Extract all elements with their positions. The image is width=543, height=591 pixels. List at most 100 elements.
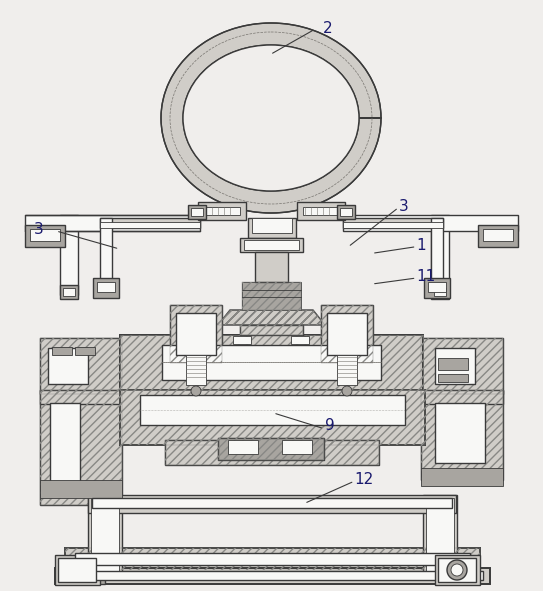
Bar — [165, 440, 379, 465]
Bar — [120, 390, 425, 445]
Bar — [120, 335, 423, 390]
Bar — [50, 403, 80, 483]
Bar — [321, 305, 373, 363]
Bar — [228, 440, 258, 454]
Bar — [191, 208, 203, 216]
Bar — [421, 468, 503, 486]
Bar — [321, 305, 373, 363]
Bar — [340, 208, 352, 216]
Polygon shape — [161, 23, 381, 213]
Bar — [343, 222, 443, 228]
Bar — [55, 555, 100, 585]
Bar — [170, 305, 222, 363]
Bar — [88, 495, 122, 575]
Ellipse shape — [183, 45, 359, 191]
Bar — [25, 225, 65, 247]
Bar — [140, 395, 405, 425]
Bar — [25, 215, 200, 231]
Bar — [176, 313, 216, 355]
Bar — [188, 205, 206, 219]
Bar — [438, 358, 468, 370]
Bar — [248, 218, 296, 238]
Bar — [120, 335, 423, 390]
Bar — [337, 355, 357, 385]
Bar — [424, 278, 450, 298]
Bar — [100, 222, 200, 228]
Text: 3: 3 — [399, 199, 409, 215]
Circle shape — [451, 564, 463, 576]
Bar — [40, 390, 122, 505]
Bar — [438, 558, 476, 582]
Bar — [435, 348, 475, 384]
Bar — [435, 555, 480, 585]
Bar — [438, 374, 468, 382]
Bar — [435, 403, 485, 463]
Bar — [62, 571, 483, 580]
Bar — [93, 278, 119, 298]
Bar — [170, 305, 222, 363]
Bar — [40, 390, 122, 505]
Bar — [30, 229, 60, 241]
Bar — [255, 252, 288, 282]
Bar — [421, 390, 503, 480]
Bar — [162, 345, 381, 380]
Bar — [423, 495, 457, 575]
Bar — [75, 347, 95, 355]
Bar — [242, 282, 301, 310]
Bar — [40, 390, 122, 404]
Bar — [343, 218, 443, 228]
Bar — [204, 207, 240, 215]
Bar — [431, 285, 449, 299]
Bar — [60, 215, 78, 295]
Bar — [218, 438, 324, 460]
Bar — [337, 205, 355, 219]
Text: 2: 2 — [323, 21, 333, 36]
Bar — [233, 336, 251, 344]
Bar — [100, 218, 200, 228]
Bar — [343, 215, 518, 231]
Bar — [91, 498, 119, 572]
Bar — [48, 348, 88, 384]
Bar — [52, 347, 72, 355]
Bar — [421, 390, 503, 480]
Bar — [421, 390, 503, 404]
Bar — [186, 355, 206, 385]
Bar — [63, 288, 75, 296]
Bar — [242, 282, 301, 310]
Text: 3: 3 — [34, 222, 43, 237]
Bar — [426, 498, 454, 572]
Bar — [165, 440, 379, 465]
Circle shape — [447, 560, 467, 580]
Bar — [88, 495, 456, 513]
Circle shape — [191, 386, 201, 396]
Bar — [483, 229, 513, 241]
Bar — [478, 225, 518, 247]
Bar — [297, 202, 345, 220]
Bar — [198, 202, 246, 220]
Text: 9: 9 — [325, 418, 334, 433]
Bar — [97, 282, 115, 292]
Bar — [431, 218, 443, 288]
Bar — [303, 207, 339, 215]
Bar — [252, 218, 292, 233]
Bar — [282, 440, 312, 454]
Text: 1: 1 — [416, 238, 426, 253]
Bar — [40, 338, 122, 394]
Bar — [431, 215, 449, 295]
Bar — [75, 553, 470, 565]
Bar — [244, 240, 299, 250]
Bar — [240, 325, 303, 335]
Bar — [240, 325, 303, 335]
Bar — [60, 285, 78, 299]
Bar — [65, 548, 480, 570]
Bar — [428, 282, 446, 292]
Bar — [100, 218, 112, 288]
Bar — [120, 390, 425, 445]
Bar — [218, 438, 324, 460]
Bar — [421, 338, 503, 394]
Bar — [55, 568, 105, 584]
Bar — [421, 338, 503, 394]
Text: 11: 11 — [416, 269, 435, 284]
Polygon shape — [218, 310, 325, 325]
Bar — [327, 313, 367, 355]
